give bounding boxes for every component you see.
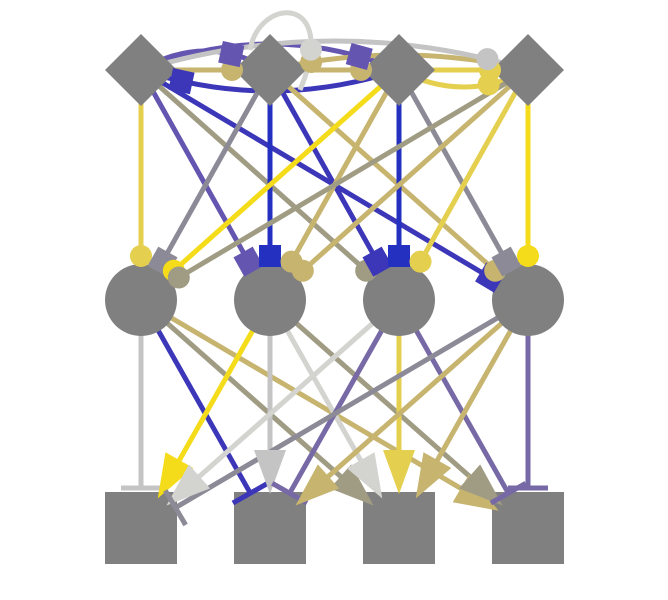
edge-head-m2-t2-arrow	[254, 450, 286, 494]
edge-r1-m3	[139, 68, 368, 273]
edge-m2-t4	[268, 298, 500, 504]
edge-r2-m1	[160, 68, 273, 263]
edge-head-r1-r2-square	[218, 40, 245, 68]
edge-head-r2-m3-square	[362, 246, 393, 277]
edge-head-r4-m3-dot	[409, 250, 432, 273]
edge-m1-t2	[138, 298, 253, 495]
edge-head-m1-t3-arrow	[329, 464, 374, 506]
edge-head-m2-t1-arrow	[157, 452, 194, 499]
edge-r2-m4	[268, 68, 497, 273]
edge-head-m2-t3-arrow	[346, 452, 383, 499]
edge-head-r3-m4-square	[491, 246, 522, 277]
edge-head-r3-r1-square	[168, 68, 195, 95]
regulator-node-r4	[492, 34, 564, 106]
edge-r4-m1	[177, 67, 530, 280]
target-node-t2	[234, 492, 306, 564]
edge-head-r1-r3-square	[345, 42, 373, 70]
edge-head-m4-t2-arrow	[295, 464, 340, 506]
edge-m1-t3	[139, 298, 371, 504]
edge-layer	[138, 10, 531, 510]
edge-m3-t2	[287, 298, 402, 495]
edge-r1-m4	[139, 67, 492, 280]
edge-head-r2-r2-dot	[299, 38, 322, 61]
node-layer	[105, 34, 564, 564]
edge-head-r1-m1-dot	[130, 245, 152, 267]
target-node-t4	[492, 492, 564, 564]
intermediate-node-m4	[492, 264, 564, 336]
edge-head-m4-t3-arrow	[415, 452, 452, 499]
edge-r2-m3	[267, 68, 380, 263]
edge-head-m3-t1-arrow	[166, 464, 211, 506]
edge-head-r1-r4-dot	[476, 48, 499, 71]
edge-head-r4-m2-dot	[291, 259, 314, 282]
edge-head-r4-m4-dot	[517, 245, 539, 267]
edge-head-m2-t4-arrow	[458, 464, 503, 506]
edge-head-r2-m2-square	[259, 245, 281, 267]
edge-r3-m1	[172, 68, 401, 273]
regulator-node-r2	[234, 34, 306, 106]
edge-r3-m4	[396, 68, 509, 263]
edge-r3-m2	[289, 68, 402, 263]
target-node-t1	[105, 492, 177, 564]
edge-r4-m3	[418, 68, 531, 263]
edge-r1-m2	[138, 68, 251, 263]
edge-head-r4-m1-dot	[167, 266, 190, 289]
intermediate-node-m3	[363, 264, 435, 336]
edge-head-m4-t1-bar	[163, 489, 188, 527]
edge-r1-r4	[140, 38, 529, 73]
edge-r4-m2	[301, 68, 530, 273]
head-layer	[121, 38, 548, 527]
edge-m3-t4	[396, 298, 511, 495]
edge-m3-t1	[169, 298, 401, 504]
target-node-t3	[363, 492, 435, 564]
intermediate-node-m1	[105, 264, 177, 336]
regulator-node-r1	[105, 34, 177, 106]
regulator-node-r3	[363, 34, 435, 106]
edge-head-r3-r4-dot	[477, 73, 500, 96]
edge-head-r3-m3-square	[388, 245, 410, 267]
edge-m4-t2	[298, 298, 530, 504]
intermediate-node-m2	[234, 264, 306, 336]
edge-head-m3-t3-arrow	[383, 450, 415, 494]
edge-head-m1-t2-bar	[231, 481, 269, 506]
edge-head-r1-m2-square	[233, 246, 264, 277]
edge-m4-t1	[174, 297, 530, 510]
